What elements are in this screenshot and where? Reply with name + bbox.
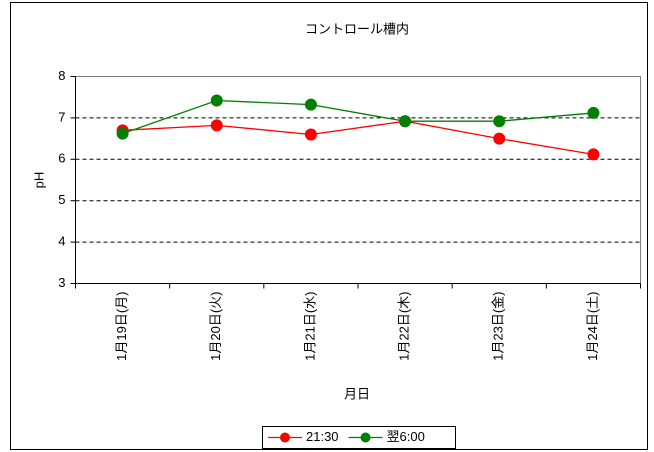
data-point: [587, 106, 600, 119]
y-tick-label: 6: [58, 151, 65, 166]
y-tick-label: 7: [58, 109, 65, 124]
y-axis-label: pH: [31, 172, 46, 189]
legend-label: 翌6:00: [387, 429, 425, 444]
y-tick-label: 8: [58, 68, 65, 83]
data-point: [210, 94, 223, 107]
y-tick-label: 3: [58, 275, 65, 290]
x-tick-label: 1月23日(金): [491, 292, 506, 361]
x-tick-label: 1月19日(月): [114, 292, 129, 361]
x-tick-label: 1月24日(土): [585, 292, 600, 361]
data-point: [399, 115, 412, 128]
x-axis-label: 月日: [344, 386, 370, 401]
series-line: [122, 120, 594, 155]
chart-title: コントロール槽内: [305, 21, 409, 36]
y-tick-label: 5: [58, 192, 65, 207]
x-tick-label: 1月20日(火): [208, 292, 223, 361]
data-point: [304, 128, 317, 141]
data-point: [493, 115, 506, 128]
data-point: [493, 132, 506, 145]
y-tick-label: 4: [58, 234, 65, 249]
data-point: [210, 119, 223, 132]
legend-marker: [360, 432, 371, 443]
legend-label: 21:30: [306, 429, 339, 444]
series-line: [122, 99, 594, 135]
data-point: [116, 127, 129, 140]
chart-border: [10, 2, 648, 450]
legend-marker: [280, 432, 290, 443]
x-tick-label: 1月22日(木): [397, 292, 412, 361]
data-point: [304, 98, 317, 111]
data-point: [587, 148, 600, 161]
x-tick-label: 1月21日(水): [302, 292, 317, 361]
